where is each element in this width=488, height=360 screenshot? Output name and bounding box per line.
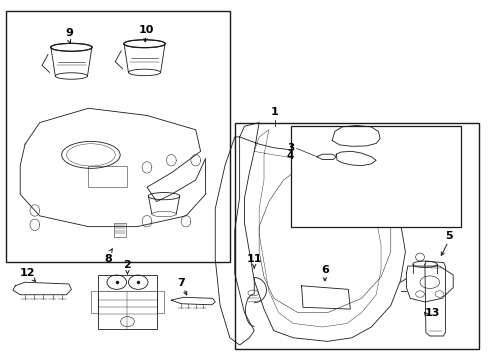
Bar xyxy=(234,123,478,348)
Text: 4: 4 xyxy=(286,150,294,161)
Text: 13: 13 xyxy=(424,308,439,318)
Bar xyxy=(290,126,461,226)
Text: 2: 2 xyxy=(123,260,131,270)
Bar xyxy=(98,275,157,329)
Text: 6: 6 xyxy=(320,265,328,275)
Bar xyxy=(114,223,126,237)
Text: 8: 8 xyxy=(104,253,112,264)
Bar xyxy=(5,12,229,262)
Text: 3: 3 xyxy=(286,143,294,153)
Bar xyxy=(91,291,98,313)
Text: 7: 7 xyxy=(177,278,184,288)
Text: 5: 5 xyxy=(445,231,452,241)
Bar xyxy=(88,166,127,187)
Bar xyxy=(157,291,163,313)
Text: 11: 11 xyxy=(246,254,262,264)
Text: 12: 12 xyxy=(20,267,35,278)
Text: 10: 10 xyxy=(138,25,153,35)
Text: 1: 1 xyxy=(270,107,278,117)
Text: 9: 9 xyxy=(65,28,73,39)
